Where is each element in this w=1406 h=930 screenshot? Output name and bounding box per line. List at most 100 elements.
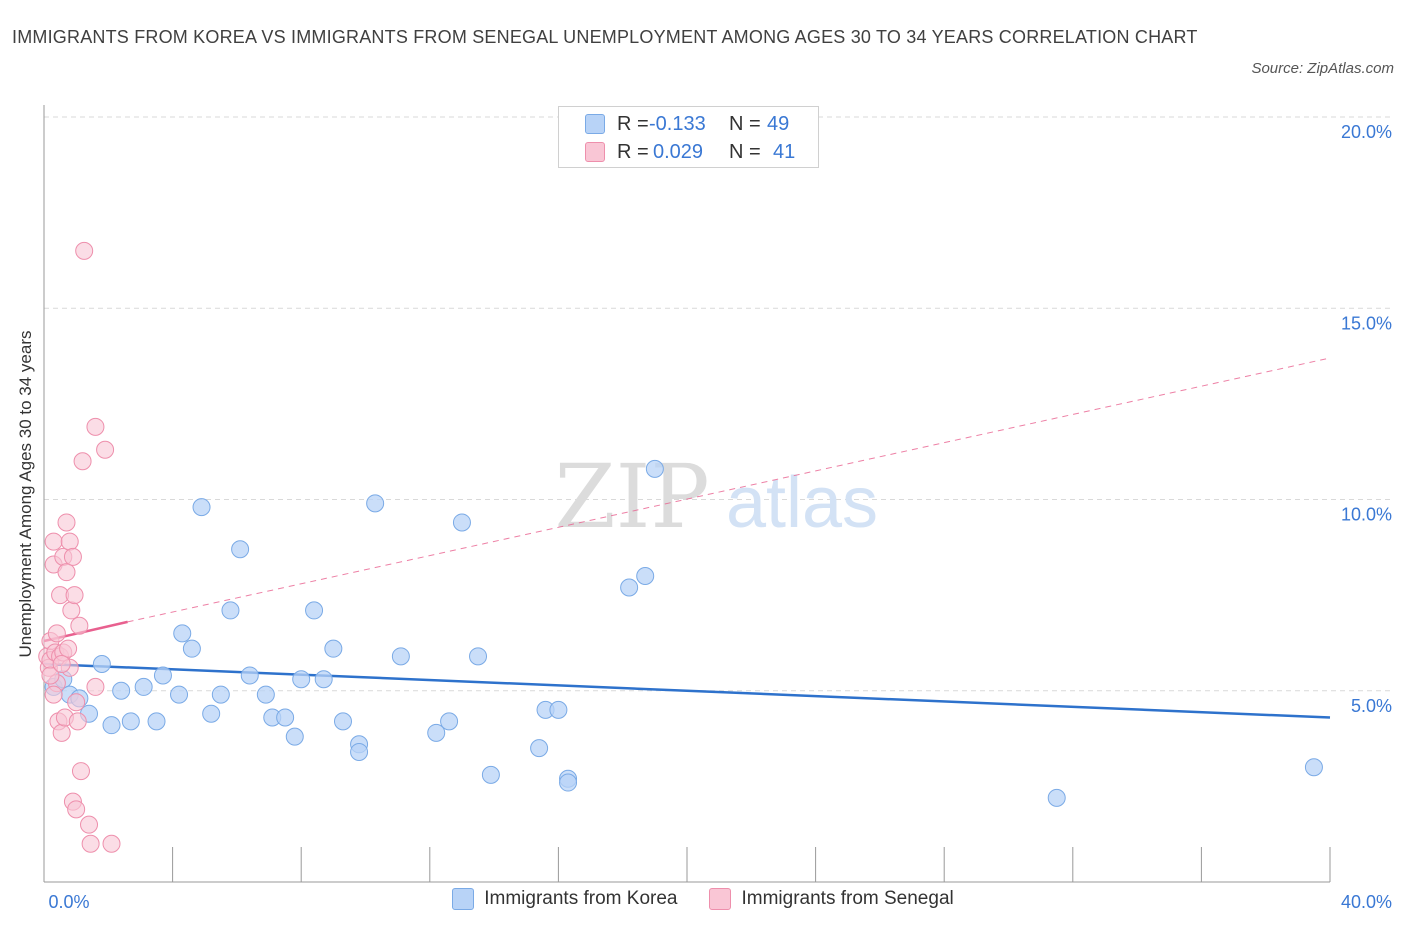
korea-point <box>314 670 333 689</box>
korea-point <box>211 685 230 704</box>
korea-point <box>170 685 189 704</box>
legend-item-senegal: Immigrants from Senegal <box>709 888 954 910</box>
senegal-point <box>47 624 66 643</box>
y-tick-label: 20.0% <box>1341 122 1392 142</box>
y-tick-label: 5.0% <box>1351 696 1392 716</box>
axis-layer <box>43 105 1331 883</box>
korea-r-value: -0.133 <box>649 112 706 135</box>
korea-points <box>44 459 1323 807</box>
senegal-point <box>68 712 87 731</box>
korea-point <box>620 578 639 597</box>
korea-point <box>292 670 311 689</box>
x-tick-label: 0.0% <box>48 892 89 912</box>
korea-point <box>153 666 172 685</box>
senegal-point <box>60 532 79 551</box>
legend-row-korea: R = -0.133 N = 49 <box>585 112 789 136</box>
korea-point <box>182 639 201 658</box>
korea-point <box>192 498 211 517</box>
watermark-zip: ZIP <box>554 445 709 548</box>
stats-legend: R = -0.133 N = 49 R = 0.029 N = 41 <box>558 106 819 168</box>
chart-title: IMMIGRANTS FROM KOREA VS IMMIGRANTS FROM… <box>12 27 1198 47</box>
senegal-point <box>81 834 100 853</box>
korea-swatch <box>585 114 605 134</box>
senegal-point <box>44 532 63 551</box>
source-label: Source: ZipAtlas.com <box>1251 60 1394 77</box>
korea-point <box>92 654 111 673</box>
korea-point <box>240 666 259 685</box>
senegal-point <box>96 440 115 459</box>
korea-point <box>333 712 352 731</box>
y-tick-label: 15.0% <box>1341 313 1392 333</box>
korea-point <box>559 773 578 792</box>
y-tick-label: 10.0% <box>1341 505 1392 525</box>
legend-swatch-korea <box>452 888 475 910</box>
korea-point <box>366 494 385 513</box>
senegal-point <box>86 417 105 436</box>
senegal-point <box>67 800 86 819</box>
korea-point <box>134 677 153 696</box>
senegal-r-value: 0.029 <box>653 140 704 163</box>
senegal-point <box>63 547 82 566</box>
senegal-points <box>38 241 121 853</box>
korea-point <box>440 712 459 731</box>
korea-point <box>350 742 369 761</box>
watermark-atlas: atlas <box>726 463 878 543</box>
senegal-point <box>65 586 84 605</box>
korea-point <box>469 647 488 666</box>
senegal-point <box>57 563 76 582</box>
legend-label-korea: Immigrants from Korea <box>484 888 678 909</box>
korea-r-label: R = <box>617 112 649 135</box>
senegal-point <box>75 241 94 260</box>
senegal-point <box>67 693 86 712</box>
senegal-point <box>71 762 90 781</box>
legend-item-korea: Immigrants from Korea <box>452 888 677 910</box>
senegal-point <box>62 601 81 620</box>
senegal-point <box>86 677 105 696</box>
senegal-point <box>41 666 60 685</box>
korea-point <box>452 513 471 532</box>
grid-layer <box>44 116 1392 692</box>
korea-point <box>1047 788 1066 807</box>
korea-point <box>645 459 664 478</box>
senegal-point <box>70 616 89 635</box>
korea-point <box>324 639 343 658</box>
senegal-point <box>59 639 78 658</box>
korea-point <box>202 704 221 723</box>
korea-point <box>636 567 655 585</box>
korea-point <box>231 540 250 559</box>
senegal-r-label: R = <box>617 140 649 163</box>
senegal-n-value: 41 <box>773 140 796 163</box>
series-legend: Immigrants from Korea Immigrants from Se… <box>0 888 1406 910</box>
senegal-swatch <box>585 142 605 162</box>
korea-point <box>427 723 446 742</box>
korea-point <box>391 647 410 666</box>
senegal-point <box>44 685 63 704</box>
korea-point <box>285 727 304 746</box>
korea-n-label: N = <box>729 112 761 135</box>
korea-point <box>276 708 295 727</box>
senegal-point <box>80 815 99 834</box>
legend-row-senegal: R = 0.029 N = 41 <box>585 140 795 164</box>
korea-point <box>305 601 324 620</box>
korea-point <box>121 712 140 731</box>
senegal-point <box>73 452 92 471</box>
korea-point <box>1304 758 1323 777</box>
korea-point <box>481 765 500 784</box>
korea-point <box>147 712 166 731</box>
korea-point <box>549 700 568 719</box>
korea-point <box>530 739 549 758</box>
senegal-n-label: N = <box>729 140 761 163</box>
senegal-point <box>57 513 76 532</box>
korea-point <box>112 681 131 700</box>
korea-point <box>173 624 192 643</box>
tick-labels: 5.0% 10.0% 15.0% 20.0% 0.0% 40.0% <box>48 122 1392 912</box>
y-axis-label: Unemployment Among Ages 30 to 34 years <box>16 330 35 658</box>
x-tick-label: 40.0% <box>1341 892 1392 912</box>
senegal-point <box>52 723 71 742</box>
senegal-trend-line <box>127 357 1331 623</box>
korea-n-value: 49 <box>767 112 790 135</box>
legend-swatch-senegal <box>709 888 732 910</box>
senegal-point <box>52 654 71 673</box>
senegal-point <box>102 834 121 853</box>
